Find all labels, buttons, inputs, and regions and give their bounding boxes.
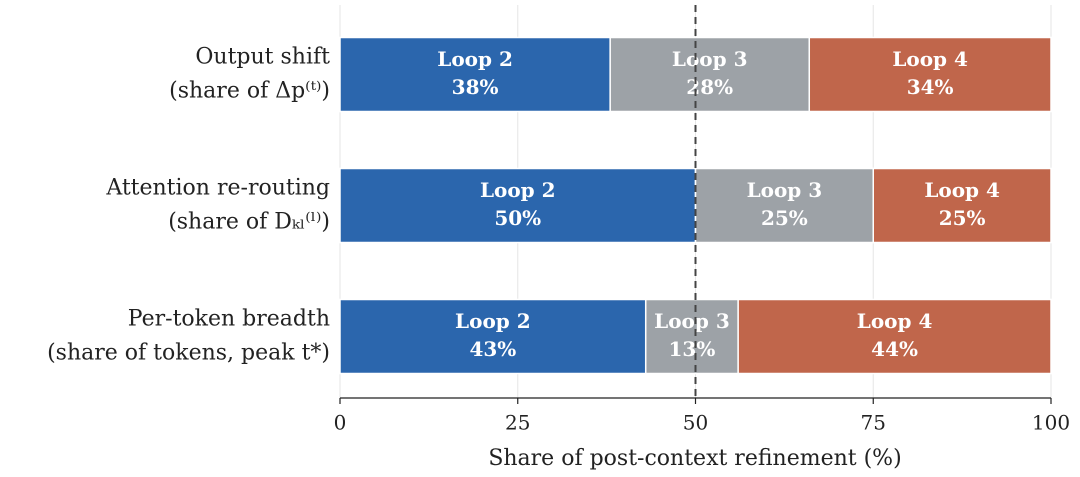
category-label: Output shift	[195, 45, 330, 70]
bar-segment	[872, 167, 1052, 244]
bar-segment	[808, 36, 1052, 113]
segment-series-label: Loop 3	[672, 47, 748, 71]
segment-value-label: 50%	[494, 206, 541, 230]
category-label: (share of tokens, peak t*)	[47, 341, 330, 366]
bar-segment	[339, 298, 647, 375]
segment-value-label: 28%	[686, 75, 733, 99]
segment-series-label: Loop 2	[455, 309, 531, 333]
bar-segment	[339, 167, 697, 244]
bar-segment	[737, 298, 1052, 375]
category-label: (share of Δp⁽ᵗ⁾)	[169, 79, 330, 104]
segment-series-label: Loop 2	[480, 178, 556, 202]
category-label: Attention re-routing	[105, 176, 330, 201]
segment-series-label: Loop 4	[924, 178, 1000, 202]
x-tick-label: 0	[334, 411, 347, 435]
segment-series-label: Loop 3	[654, 309, 730, 333]
x-tick-label: 50	[683, 411, 708, 435]
bar-segment	[694, 167, 874, 244]
bar-segment	[644, 298, 739, 375]
segment-value-label: 34%	[907, 75, 954, 99]
segment-series-label: Loop 4	[892, 47, 968, 71]
x-tick-label: 75	[861, 411, 886, 435]
x-tick-label: 100	[1032, 411, 1070, 435]
category-label: Per-token breadth	[128, 307, 330, 332]
category-label: (share of Dₖₗ⁽ˡ⁾)	[168, 210, 330, 235]
segment-value-label: 44%	[871, 337, 918, 361]
segment-value-label: 38%	[452, 75, 499, 99]
x-tick-label: 25	[505, 411, 530, 435]
segment-series-label: Loop 2	[437, 47, 513, 71]
segment-value-label: 13%	[669, 337, 716, 361]
bar-segment	[609, 36, 811, 113]
segment-value-label: 43%	[469, 337, 516, 361]
x-axis-title: Share of post-context refinement (%)	[488, 446, 901, 471]
segment-series-label: Loop 4	[857, 309, 933, 333]
segment-value-label: 25%	[939, 206, 986, 230]
segment-series-label: Loop 3	[747, 178, 823, 202]
segment-value-label: 25%	[761, 206, 808, 230]
